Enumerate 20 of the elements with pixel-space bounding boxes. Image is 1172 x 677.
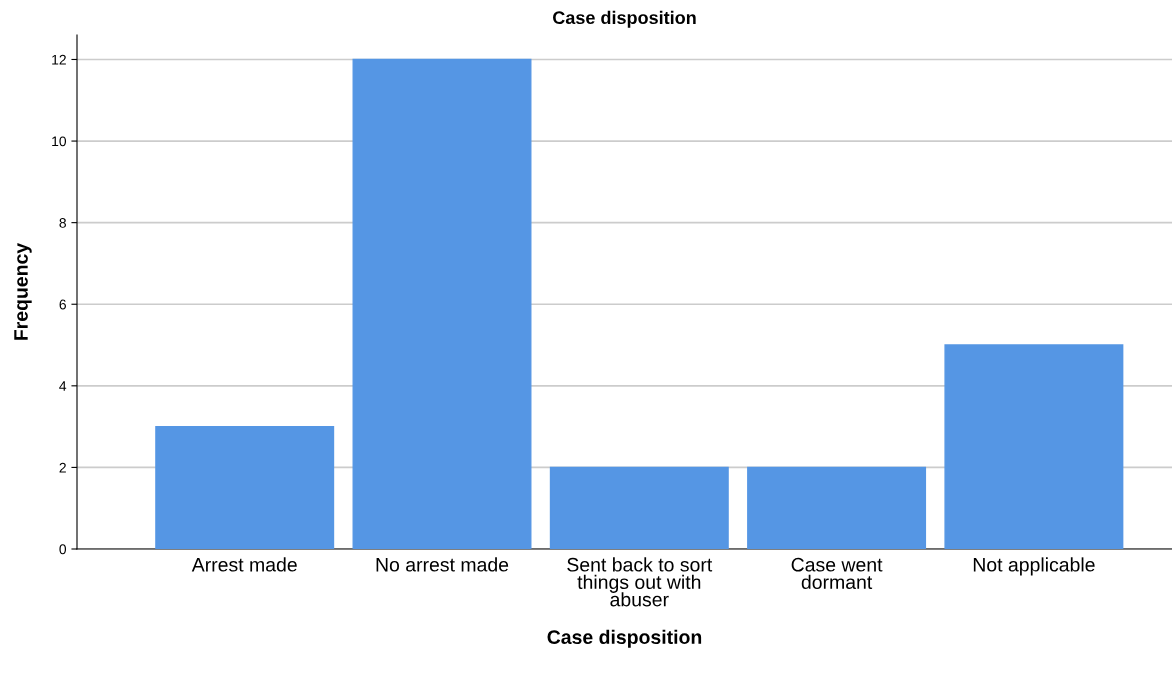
bar	[155, 425, 335, 549]
chart-title: Case disposition	[553, 10, 696, 28]
bar	[747, 466, 927, 549]
y-tick-label: 4	[59, 381, 67, 391]
y-tick-label: 6	[59, 299, 66, 310]
y-tick-label: 12	[52, 54, 66, 65]
bar	[944, 344, 1124, 549]
bar	[352, 58, 532, 549]
x-tick-label: No arrest made	[376, 557, 509, 572]
y-tick-label: 8	[59, 217, 66, 228]
x-tick-label: Not applicable	[973, 557, 1095, 576]
y-tick-label: 0	[59, 544, 67, 555]
y-tick-label: 10	[52, 136, 67, 147]
x-tick-label: Sent back to sort things out with abuser	[567, 557, 713, 607]
x-tick-label: Arrest made	[191, 557, 297, 572]
x-tick-label: Case went dormant	[791, 557, 883, 590]
y-axis-title: Frequency	[14, 242, 32, 340]
bar	[549, 466, 729, 549]
x-axis-title: Case disposition	[547, 629, 702, 648]
y-tick-label: 2	[59, 462, 66, 473]
